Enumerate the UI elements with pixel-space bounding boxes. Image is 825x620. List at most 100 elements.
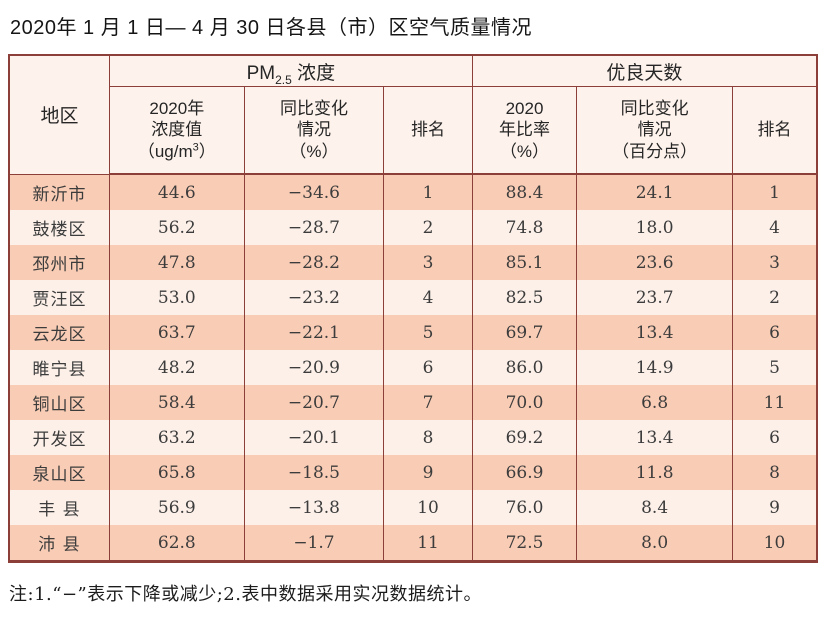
pm-value-cell: 44.6 [108,174,245,210]
table-row: 铜山区 58.4 −20.7 7 70.0 6.8 11 [8,385,818,420]
pm-rank-cell: 2 [383,210,473,245]
good-ratio-cell: 76.0 [471,490,578,525]
pm-change-cell: −1.7 [243,525,385,562]
good-ratio-cell: 72.5 [471,525,578,562]
pm-change-cell: −28.7 [243,210,385,245]
pm-label-suffix: 浓度 [291,62,336,84]
good-rank-cell: 6 [732,315,818,350]
header-pm-change: 同比变化 情况 （%） [243,86,385,175]
pm-label-prefix: PM [246,62,276,84]
pm-value-cell: 47.8 [108,245,245,280]
region-cell: 云龙区 [8,315,110,350]
region-cell: 贾汪区 [8,280,110,315]
table-row: 云龙区 63.7 −22.1 5 69.7 13.4 6 [8,315,818,350]
region-cell: 睢宁县 [8,350,110,385]
pm-change-cell: −20.1 [243,420,385,455]
good-ratio-cell: 70.0 [471,385,578,420]
pm-change-cell: −20.7 [243,385,385,420]
table-header: 地区 PM2.5 浓度 优良天数 2020年 浓度值 （ug/m3） 同比变化 情况（… [8,55,818,175]
region-cell: 邳州市 [8,245,110,280]
pm-value-unit-sup: 3 [192,140,199,153]
good-ratio-cell: 69.2 [471,420,578,455]
pm-rank-cell: 9 [383,455,473,490]
good-ratio-cell: 69.7 [471,315,578,350]
good-ratio-cell: 86.0 [471,350,578,385]
good-change-cell: 24.1 [576,174,733,210]
pm-rank-cell: 11 [383,525,473,562]
good-ratio-cell: 74.8 [471,210,578,245]
good-ratio-line3: （%） [499,141,550,161]
pm-value-cell: 63.7 [108,315,245,350]
pm-rank-cell: 6 [383,350,473,385]
pm-value-cell: 65.8 [108,455,245,490]
header-good-days-group: 优良天数 [471,55,818,87]
good-ratio-line2: 年比率 [499,120,550,140]
footnote: 注:1.“−”表示下降或减少;2.表中数据采用实况数据统计。 [9,584,482,605]
pm-change-line1: 同比变化 [279,99,348,119]
good-rank-cell: 11 [732,385,818,420]
region-cell: 开发区 [8,420,110,455]
pm-change-line3: （%） [289,141,339,161]
good-change-line3: （百分点） [612,141,698,161]
pm-rank-cell: 1 [383,174,473,210]
air-quality-table: 地区 PM2.5 浓度 优良天数 2020年 浓度值 （ug/m3） 同比变化 情况（… [8,54,818,563]
table-row: 开发区 63.2 −20.1 8 69.2 13.4 6 [8,420,818,455]
good-change-cell: 18.0 [576,210,733,245]
good-ratio-cell: 66.9 [471,455,578,490]
pm-value-cell: 56.9 [108,490,245,525]
region-cell: 鼓楼区 [8,210,110,245]
pm-value-cell: 53.0 [108,280,245,315]
good-rank-cell: 3 [732,245,818,280]
pm-value-cell: 48.2 [108,350,245,385]
header-pm-rank: 排名 [383,86,473,175]
header-pm-group: PM2.5 浓度 [108,55,473,87]
good-ratio-cell: 85.1 [471,245,578,280]
pm-change-cell: −23.2 [243,280,385,315]
pm-rank-cell: 7 [383,385,473,420]
table-row: 沛 县 62.8 −1.7 11 72.5 8.0 10 [8,525,818,562]
table-row: 邳州市 47.8 −28.2 3 85.1 23.6 3 [8,245,818,280]
header-region: 地区 [8,55,110,175]
good-rank-cell: 5 [732,350,818,385]
pm-rank-cell: 5 [383,315,473,350]
pm-change-line2: 情况 [296,120,331,140]
region-cell: 丰 县 [8,490,110,525]
header-good-rank: 排名 [732,86,818,175]
pm-label-subscript: 2.5 [275,72,292,87]
table-row: 鼓楼区 56.2 −28.7 2 74.8 18.0 4 [8,210,818,245]
good-change-line1: 同比变化 [620,99,689,119]
good-rank-cell: 8 [732,455,818,490]
header-good-change: 同比变化 情况 （百分点） [576,86,733,175]
good-change-cell: 6.8 [576,385,733,420]
good-change-line2: 情况 [637,120,672,140]
table-body: 新沂市 44.6 −34.6 1 88.4 24.1 1 鼓楼区 56.2 −2… [8,174,818,562]
region-cell: 新沂市 [8,174,110,210]
header-pm-value: 2020年 浓度值 （ug/m3） [108,86,245,175]
region-cell: 铜山区 [8,385,110,420]
pm-value-line1: 2020年 [149,99,205,119]
pm-change-cell: −22.1 [243,315,385,350]
table-row: 丰 县 56.9 −13.8 10 76.0 8.4 9 [8,490,818,525]
region-cell: 泉山区 [8,455,110,490]
pm-value-unit-close: ） [198,141,216,161]
pm-value-cell: 58.4 [108,385,245,420]
good-ratio-cell: 82.5 [471,280,578,315]
region-cell: 沛 县 [8,525,110,562]
good-change-cell: 11.8 [576,455,733,490]
pm-value-line2: 浓度值 [151,120,203,140]
pm-rank-cell: 3 [383,245,473,280]
good-rank-cell: 4 [732,210,818,245]
good-ratio-cell: 88.4 [471,174,578,210]
pm-value-cell: 63.2 [108,420,245,455]
table-row: 泉山区 65.8 −18.5 9 66.9 11.8 8 [8,455,818,490]
pm-rank-cell: 8 [383,420,473,455]
pm-value-unit: （ug/m [137,141,193,161]
header-group-row: 地区 PM2.5 浓度 优良天数 [8,55,818,175]
good-change-cell: 8.4 [576,490,733,525]
header-sub-row: 2020年 浓度值 （ug/m3） 同比变化 情况 （%） 排名 2020 年比率 （%） … [9,86,818,175]
pm-rank-cell: 10 [383,490,473,525]
good-rank-cell: 9 [732,490,818,525]
pm-change-cell: −34.6 [243,174,385,210]
good-change-cell: 13.4 [576,315,733,350]
table-row: 新沂市 44.6 −34.6 1 88.4 24.1 1 [8,174,818,210]
